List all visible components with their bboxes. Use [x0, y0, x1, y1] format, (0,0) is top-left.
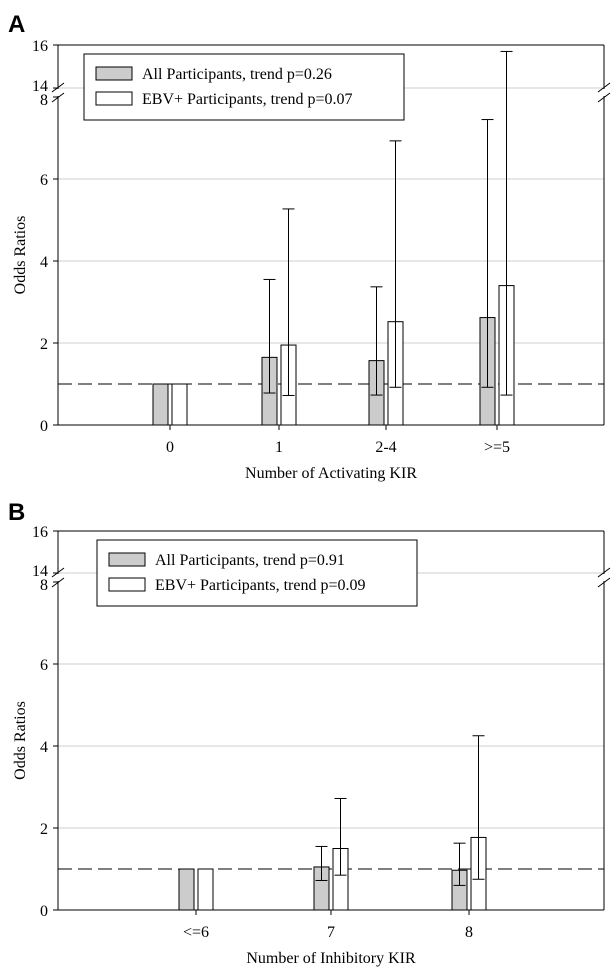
legend-label: All Participants, trend p=0.91	[155, 552, 345, 569]
y-tick-label: 2	[40, 336, 48, 353]
axis-break-gap	[598, 574, 610, 581]
x-tick-label: 1	[275, 439, 283, 456]
axis-break-mark	[597, 92, 611, 103]
legend-swatch	[95, 91, 133, 106]
legend: All Participants, trend p=0.91 EBV+ Parti…	[96, 539, 418, 607]
y-tick-label: 16	[32, 524, 48, 541]
y-tick-label: 14	[32, 78, 48, 95]
legend-swatch	[108, 552, 146, 567]
y-tick-label: 8	[40, 577, 48, 594]
bar-all-participants-0	[178, 868, 195, 911]
axis-break-mark	[597, 577, 611, 588]
legend-box	[83, 53, 405, 121]
y-tick-label: 14	[32, 563, 48, 580]
bar-ebv-participants-0	[171, 383, 188, 426]
axis-break-gap	[52, 89, 64, 96]
legend-label: EBV+ Participants, trend p=0.07	[142, 91, 352, 108]
panel-letter: A	[8, 11, 25, 38]
panel-letter: B	[8, 499, 25, 526]
bar-all-participants-0	[152, 383, 169, 426]
y-tick-label: 2	[40, 821, 48, 838]
x-tick-label: 8	[465, 924, 473, 941]
axis-break-mark	[597, 567, 611, 578]
legend-swatch	[108, 577, 146, 592]
y-tick-label: 4	[40, 254, 48, 271]
axis-break-gap	[598, 89, 610, 96]
axis-break-mark	[597, 82, 611, 93]
bar-ebv-participants-0	[197, 868, 214, 911]
x-tick-label: >=5	[484, 439, 510, 456]
y-tick-label: 4	[40, 739, 48, 756]
x-axis-label: Number of Activating KIR	[245, 465, 417, 482]
legend-swatch	[95, 66, 133, 81]
y-tick-label: 0	[40, 418, 48, 435]
y-axis-label: Odds Ratios	[12, 701, 29, 780]
x-axis-label: Number of Inhibitory KIR	[246, 950, 416, 967]
y-tick-label: 0	[40, 903, 48, 920]
y-tick-label: 6	[40, 172, 48, 189]
x-tick-label: <=6	[183, 924, 209, 941]
x-tick-label: 2-4	[375, 439, 396, 456]
chart-panel-a: A 0 2 4 6 814 16 Odds Ratios 0 1 2-4 >=5 Number of A…	[8, 11, 611, 482]
axis-break-gap	[52, 574, 64, 581]
x-tick-label: 0	[166, 439, 174, 456]
legend: All Participants, trend p=0.26 EBV+ Parti…	[83, 53, 405, 121]
legend-label: All Participants, trend p=0.26	[142, 66, 332, 83]
legend-label: EBV+ Participants, trend p=0.09	[155, 577, 365, 594]
y-axis-label: Odds Ratios	[12, 216, 29, 295]
y-tick-label: 8	[40, 92, 48, 109]
x-tick-label: 7	[327, 924, 335, 941]
y-tick-label: 16	[32, 38, 48, 55]
legend-box	[96, 539, 418, 607]
y-tick-label: 6	[40, 657, 48, 674]
